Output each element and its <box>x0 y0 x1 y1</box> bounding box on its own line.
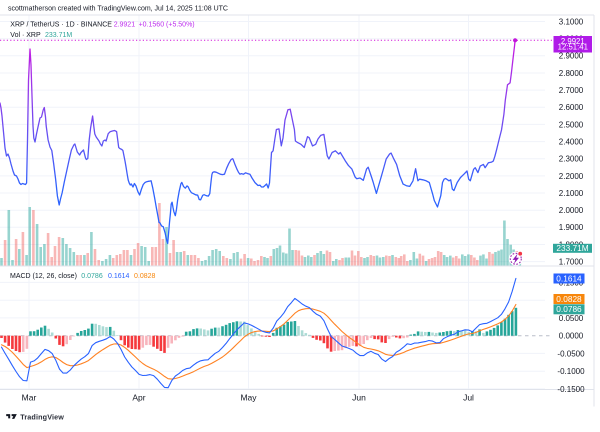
svg-text:2.2000: 2.2000 <box>559 172 584 181</box>
svg-text:0.0828: 0.0828 <box>134 273 156 280</box>
svg-text:2.7000: 2.7000 <box>559 86 584 95</box>
svg-text:Vol · XRP: Vol · XRP <box>10 32 41 39</box>
svg-text:2.9000: 2.9000 <box>559 52 584 61</box>
svg-text:-0.1000: -0.1000 <box>557 367 585 376</box>
svg-text:-0.0500: -0.0500 <box>557 349 585 358</box>
svg-text:0.0786: 0.0786 <box>81 273 103 280</box>
svg-text:0.0000: 0.0000 <box>559 332 584 341</box>
svg-text:0.0828: 0.0828 <box>556 294 582 304</box>
svg-text:May: May <box>240 393 257 403</box>
svg-text:Jul: Jul <box>463 393 474 403</box>
svg-text:Mar: Mar <box>22 393 37 403</box>
svg-text:1.7000: 1.7000 <box>559 258 584 267</box>
svg-text:233.71M: 233.71M <box>45 32 72 39</box>
svg-text:2.0000: 2.0000 <box>559 206 584 215</box>
svg-text:XRP / TetherUS · 1D · BINANCE: XRP / TetherUS · 1D · BINANCE <box>10 21 112 28</box>
svg-text:2.3000: 2.3000 <box>559 155 584 164</box>
svg-text:0.0500: 0.0500 <box>559 314 584 323</box>
svg-text:0.1614: 0.1614 <box>108 273 130 280</box>
svg-text:0.0786: 0.0786 <box>556 304 582 314</box>
svg-text:Apr: Apr <box>132 393 145 403</box>
svg-text:+0.1560 (+5.50%): +0.1560 (+5.50%) <box>139 21 195 28</box>
svg-text:scottmatherson created with Tr: scottmatherson created with TradingView.… <box>8 5 228 12</box>
svg-text:MACD (12, 26, close): MACD (12, 26, close) <box>10 273 77 280</box>
svg-text:12:51:41: 12:51:41 <box>558 43 588 52</box>
svg-text:2.8000: 2.8000 <box>559 69 584 78</box>
svg-text:2.5000: 2.5000 <box>559 120 584 129</box>
svg-text:2.9921: 2.9921 <box>114 21 136 28</box>
svg-text:Jun: Jun <box>352 393 366 403</box>
svg-text:2.4000: 2.4000 <box>559 138 584 147</box>
svg-text:TradingView: TradingView <box>20 412 64 421</box>
svg-text:2.6000: 2.6000 <box>559 103 584 112</box>
svg-text:3.1000: 3.1000 <box>559 17 584 26</box>
svg-text:233.71M: 233.71M <box>556 243 588 253</box>
svg-text:0.1614: 0.1614 <box>556 273 582 283</box>
svg-text:2.1000: 2.1000 <box>559 189 584 198</box>
svg-text:-0.1500: -0.1500 <box>557 385 585 394</box>
svg-text:1.9000: 1.9000 <box>559 223 584 232</box>
svg-text:2.9921: 2.9921 <box>561 37 585 46</box>
